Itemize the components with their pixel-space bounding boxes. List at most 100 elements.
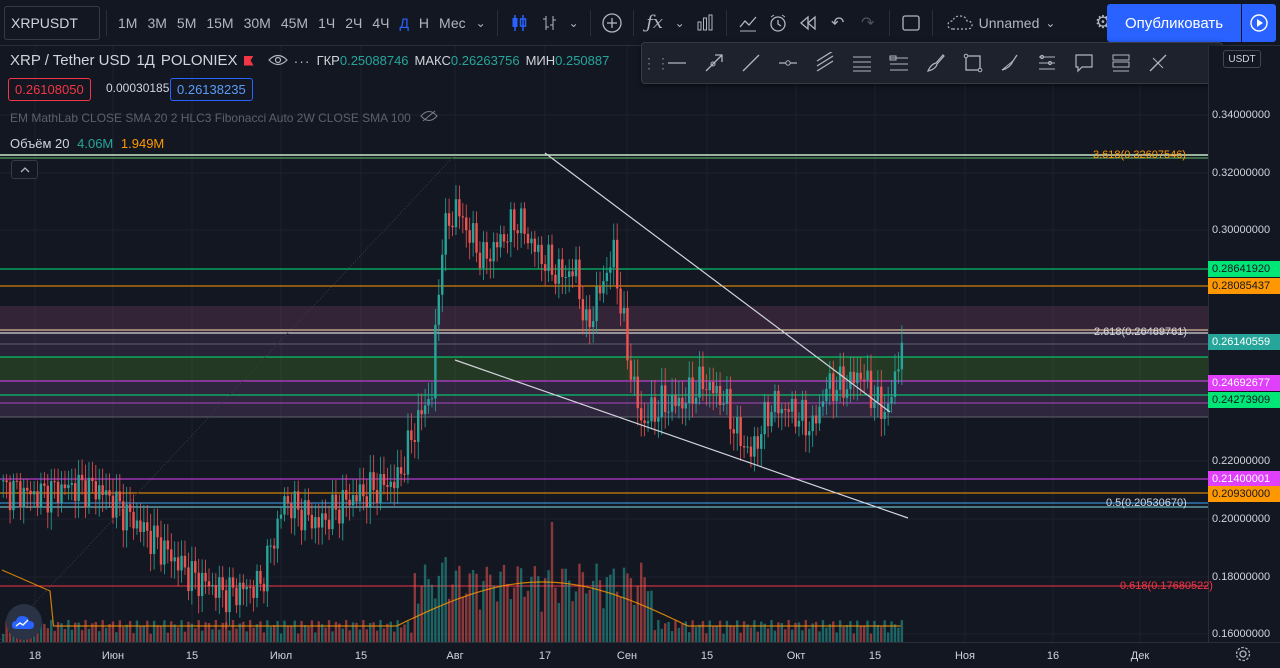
chevron-down-icon[interactable]: ⌄ [475,15,486,30]
price-chart[interactable] [0,46,1208,642]
alert-clock-icon[interactable] [763,6,793,40]
curve-tool-icon[interactable] [991,43,1028,83]
timeframe-10[interactable]: Н [418,14,430,31]
publish-play-button[interactable] [1242,4,1276,42]
financials-icon[interactable] [690,6,720,40]
timeframe-0[interactable]: 1M [118,14,138,31]
timeframe-6[interactable]: 1Ч [318,14,336,31]
redo-icon[interactable]: ↷ [860,14,875,32]
price-tag[interactable]: 0.24273909 [1208,392,1280,408]
volume-bar [365,629,368,642]
volume-bar [444,557,447,642]
gann-fan-tool-icon[interactable] [1028,43,1065,83]
timeframe-1[interactable]: 3M [147,14,167,31]
ask-price-box[interactable]: 0.26138235 [170,78,253,101]
timeframe-2[interactable]: 5M [176,14,197,31]
horizontal-line-tool-icon[interactable] [658,43,695,83]
trend-lines[interactable] [0,152,909,641]
settings-gear-icon[interactable] [1234,645,1252,663]
parallel-channel-tool-icon[interactable] [806,43,843,83]
date-price-range-tool-icon[interactable] [1102,43,1139,83]
timeframe-9[interactable]: Д [399,14,409,31]
candle-body [780,408,784,414]
chevron-down-icon[interactable]: ⌄ [568,15,579,30]
candle-body [351,495,355,506]
price-tag[interactable]: 0.24692677 [1208,375,1280,391]
timeframe-3[interactable]: 15M [206,14,234,31]
chevron-down-icon[interactable]: ⌄ [674,15,685,30]
eye-icon[interactable] [267,53,288,69]
timeframe-5[interactable]: 45M [280,14,309,31]
candle-body [742,446,746,448]
volume-bar [293,620,296,642]
candle-body [238,582,242,606]
text-note-tool-icon[interactable] [1065,43,1102,83]
candles-chart-type-icon[interactable] [504,6,534,40]
price-tag[interactable]: 0.20930000 [1208,486,1280,502]
volume-bar [557,603,561,642]
price-tag[interactable]: 0.28085437 [1208,278,1280,294]
toolbar-divider [725,9,727,36]
fib-zone [0,357,1208,381]
candle-body [441,254,444,295]
indicators-fx-icon[interactable]: ƒx [646,12,664,33]
candle-body [485,242,489,259]
candle-body [777,390,780,414]
pitchfork-tool-icon[interactable] [880,43,917,83]
replay-icon[interactable] [793,6,823,40]
candle-body [91,477,94,482]
volume-bar [602,608,605,642]
volume-legend[interactable]: Объём 20 4.06M 1.949M [10,136,164,151]
candle-body [893,371,897,397]
brush-tool-icon[interactable] [917,43,954,83]
eye-hidden-icon[interactable] [420,110,438,125]
rectangle-tool-icon[interactable] [954,43,991,83]
fib-retracement-tool-icon[interactable] [843,43,880,83]
timeframe-4[interactable]: 30M [243,14,271,31]
volume-bar [657,620,660,642]
fullscreen-icon[interactable] [896,6,926,40]
arrow-tool-icon[interactable] [695,43,732,83]
symbol-search[interactable]: XRPUSDT [4,5,100,40]
undo-icon[interactable]: ↶ [830,14,845,32]
candle-body [883,411,886,419]
candle-body [358,484,362,502]
bid-price-box[interactable]: 0.26108050 [8,78,91,101]
volume-bar [475,573,478,642]
layout-name-button[interactable]: Unnamed ⌄ [939,15,1064,31]
collapse-legend-button[interactable] [11,160,38,179]
toolbar-divider [888,9,890,36]
price-tag[interactable]: 0.28641920 [1208,261,1280,277]
volume-bar [252,627,255,642]
time-axis[interactable] [0,642,1280,665]
compare-plus-icon[interactable] [597,6,627,40]
fib-zone [0,381,1208,417]
trend-line-tool-icon[interactable] [732,43,769,83]
horizontal-ray-tool-icon[interactable] [769,43,806,83]
more-options-icon[interactable]: ··· [293,52,311,69]
bar-chart-type-icon[interactable] [534,6,564,40]
measure-tool-icon[interactable] [1139,43,1176,83]
candle-body [598,286,602,294]
timeframe-11[interactable]: Мес [439,14,466,31]
candle-body [403,473,406,475]
candle-body [543,264,547,271]
candle-body [266,545,269,592]
volume-bar [362,620,365,642]
candle-body [166,540,170,550]
candle-body [382,474,386,486]
timeframe-7[interactable]: 2Ч [345,14,363,31]
price-tag[interactable]: 0.26140559 [1208,334,1280,350]
volume-bar [224,622,228,642]
candle-body [221,577,224,591]
candle-body [53,481,56,483]
volume-bar [732,626,735,642]
indicators-legend[interactable]: EM MathLab CLOSE SMA 20 2 HLC3 Fibonacci… [10,110,438,125]
currency-badge[interactable]: USDT [1223,50,1261,68]
publish-button[interactable]: Опубликовать [1107,4,1241,42]
price-tag[interactable]: 0.21400001 [1208,471,1280,487]
tradingview-logo-icon[interactable] [6,604,42,640]
templates-icon[interactable] [733,6,763,40]
timeframe-8[interactable]: 4Ч [372,14,390,31]
drag-handle-icon[interactable]: ⋮⋮ [642,54,670,71]
